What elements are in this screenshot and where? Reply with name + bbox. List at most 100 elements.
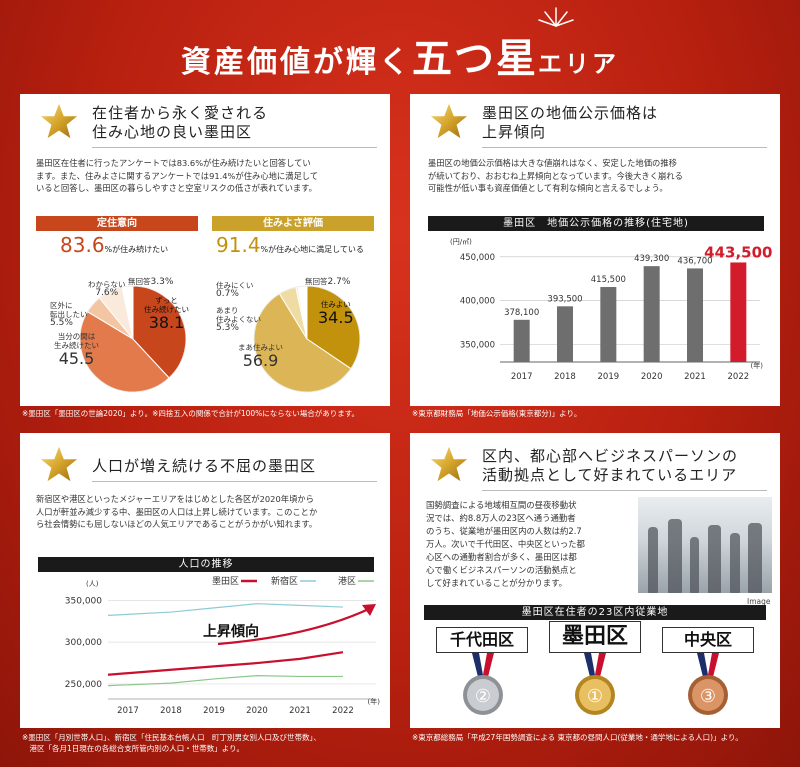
pie2-label-not-good: あまり 住みよくない 5.3% [216,306,261,333]
bar-value-label: 378,100 [504,308,539,318]
image-caption: Image [747,597,771,606]
bar-2019 [600,287,617,362]
pie2-label-good: 住みよい 34.5 [318,300,354,327]
title-part-2: 五つ星 [412,35,538,82]
line-x-tick: 2021 [289,706,311,716]
pie1-label-move-out: 区外に 転出したい 5.5% [50,301,88,328]
bar-2020 [643,266,660,362]
divider [482,490,767,491]
settlement-big-percent: 83.6%が住み続けたい [60,233,169,257]
business-base-panel: 区内、都心部へビジネスパーソンの 活動拠点として好まれているエリア 国勢調査によ… [410,433,780,728]
rank-2-name: 千代田区 [436,627,528,653]
bar-x-tick: 2018 [554,372,576,382]
trend-arrow [217,606,374,646]
population-chart-title: 人口の推移 [38,557,374,572]
legend-label-港区: 港区 [338,575,356,587]
bar-y-tick: 400,000 [460,297,495,307]
panel-title: 人口が増え続ける不屈の墨田区 [92,457,317,475]
sparkle-icon [538,7,574,27]
bar-x-tick: 2022 [728,372,750,382]
divider [92,147,377,148]
livability-big-percent: 91.4%が住み心地に満足している [216,233,364,257]
bronze-medal-icon: ③ [688,653,728,715]
legend-label-墨田区: 墨田区 [212,576,239,587]
pie1-label-no-answer: 無回答3.3% [128,277,174,287]
series-line-墨田区 [107,651,344,676]
line-x-tick: 2022 [332,706,354,716]
star-icon [430,103,468,139]
pie2-outline [253,285,361,393]
panel-body: 墨田区在住者に行ったアンケートでは83.6%が住み続けたいと回答してい ます。ま… [36,158,319,193]
divider [482,147,767,148]
pie1-outline [79,285,187,393]
bar-x-tick: 2017 [511,372,533,382]
panel-title: 在住者から永く愛される 住み心地の良い墨田区 [92,104,269,141]
source-note-1: ※墨田区「墨田区の世論2020」より。※四捨五入の関係で合計が100%にならない… [22,409,360,418]
population-line-chart: (人) 350,000 300,000 250,000 2017 2018 2019 2020… [65,575,381,716]
star-icon [430,446,468,482]
pie1-label-unknown: わからない 7.6% [88,280,126,298]
settlement-intention-header: 定住意向 [36,216,198,231]
medal-1-number: ① [587,686,603,707]
panel-body: 新宿区や港区といったメジャーエリアをはじめとした各区が2020年頃から 人口が軒… [36,494,318,529]
pie1-label-for-now: 当分の間は 生み続けたい 45.5 [54,332,99,368]
land-price-chart-title: 墨田区 地価公示価格の推移(住宅地) [428,216,764,231]
pie2-label-fairly-good: まあ住みよい 56.9 [238,343,283,370]
panel-body: 国勢調査による地域相互間の昼夜移動状 況では、約8.8万人の23区へ通う通勤者 … [426,500,585,588]
resident-survey-panel: 在住者から永く愛される 住み心地の良い墨田区 墨田区在住者に行ったアンケートでは… [20,94,390,406]
livability-pie-chart [253,285,361,393]
land-price-panel: 墨田区の地価公示価格は 上昇傾向 墨田区の地価公示価格は大きな値崩れはなく、安定… [410,94,780,406]
series-line-港区 [107,674,343,687]
workplace-rank-title: 墨田区在住者の23区内従業地 [424,605,766,620]
bar-x-tick: 2021 [684,372,706,382]
gold-medal-icon: ① [575,653,615,715]
bar-y-tick: 350,000 [460,340,495,350]
panel-body: 墨田区の地価公示価格は大きな値崩れはなく、安定した地価の推移 が続いており、おお… [428,158,683,193]
star-icon [40,446,78,482]
source-note-2: ※東京都財務局「地価公示価格(東京都分)」より。 [412,409,582,418]
line-y-label: (人) [86,580,99,588]
line-x-tick: 2017 [117,706,139,716]
panel-title: 墨田区の地価公示価格は 上昇傾向 [482,104,659,141]
commuters-photo [638,497,772,593]
settlement-pie-chart [79,285,187,393]
pie2-label-hard: 住みにくい 0.7% [216,281,254,299]
title-part-3: エリア [538,50,619,78]
page-title: 資産価値が輝く五つ星エリア [0,26,800,84]
line-y-tick: 300,000 [65,638,102,648]
panel-title: 区内、都心部へビジネスパーソンの 活動拠点として好まれているエリア [482,447,739,484]
source-note-4: ※東京都総務局「平成27年国勢調査による 東京都の昼間人口(従業地・通学地による… [412,733,743,742]
legend-label-新宿区: 新宿区 [271,575,298,587]
population-panel: 人口が増え続ける不屈の墨田区 新宿区や港区といったメジャーエリアをはじめとした各… [20,433,390,728]
medal-2-number: ② [475,686,491,707]
trend-arrow-head [362,604,376,616]
bar-2017 [513,319,530,362]
bar-y-label: (円/㎡) [450,238,472,246]
line-x-tick: 2018 [160,706,182,716]
bar-value-label: 439,300 [634,254,669,264]
line-y-tick: 350,000 [65,596,102,606]
bar-2018 [557,306,573,362]
bar-value-label: 443,500 [704,243,772,261]
bar-value-label: 415,500 [591,275,626,285]
bar-x-label: (年) [751,361,764,370]
livability-header: 住みよさ評価 [212,216,374,231]
medal-3-number: ③ [700,686,716,707]
bar-x-tick: 2020 [641,372,663,382]
bar-value-label: 393,500 [547,294,582,304]
line-y-tick: 250,000 [65,680,102,690]
trend-annotation: 上昇傾向 [203,623,259,640]
line-x-label: (年) [368,697,381,706]
title-part-1: 資産価値が輝く [181,45,412,80]
series-line-新宿区 [107,603,344,617]
line-x-tick: 2019 [203,706,225,716]
rank-1-name: 墨田区 [549,621,641,653]
pie1-label-forever: ずっと 住み続けたい 38.1 [144,296,189,332]
divider [92,481,377,482]
rank-3-name: 中央区 [662,627,754,653]
page-banner: 資産価値が輝く五つ星エリア [0,0,800,90]
bar-value-label: 436,700 [677,256,712,266]
bar-x-tick: 2019 [598,372,620,382]
bar-y-tick: 450,000 [460,253,495,263]
line-x-tick: 2020 [246,706,268,716]
